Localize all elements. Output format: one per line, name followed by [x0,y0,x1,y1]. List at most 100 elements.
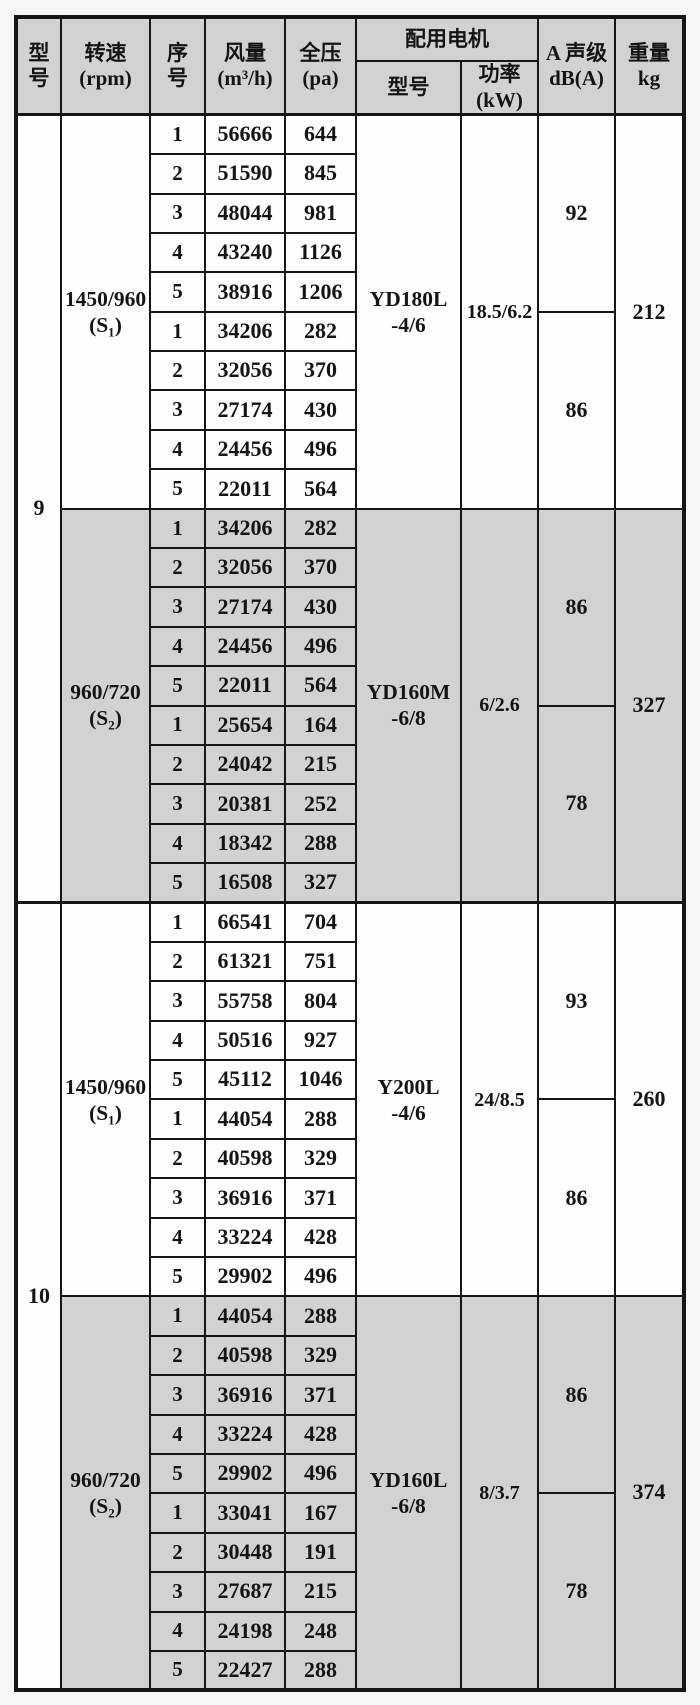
cell-pressure: 1206 [284,271,357,313]
cell-airflow: 24456 [204,428,286,471]
header-pressure: 全压 (pa) [284,16,357,116]
cell-serial: 3 [149,1571,206,1613]
table-row: 5 29902 496 [16,1452,684,1495]
table-row: 3 20381 252 [16,783,684,825]
table-row: 960/720 (S₂) 1 34206 282 YD160M -6/8 6/2.6 86 3… [16,507,685,904]
fan-spec-table: 型 号 转速 (rpm) 序 号 风量 (m³/h) 全压 (pa) 配用电机 … [14,15,686,1693]
cell-airflow: 24198 [204,1610,286,1652]
cell-airflow: 24042 [204,743,286,786]
cell-pressure: 288 [284,822,357,865]
cell-airflow: 40598 [204,1137,286,1180]
table-row: 2 61321 751 [16,940,684,983]
cell-pressure: 327 [284,862,357,904]
header-weight: 重量 kg [614,16,685,116]
cell-airflow: 45112 [204,1059,286,1101]
cell-motor-model: YD160M -6/8 [355,507,462,904]
cell-serial: 1 [149,1492,206,1534]
cell-airflow: 36916 [204,1374,286,1416]
cell-airflow: 22011 [204,665,286,707]
cell-airflow: 34206 [204,310,286,353]
table-row: 2 51590 845 [16,153,684,195]
table-row: 5 16508 327 [16,862,684,904]
header-noise: A 声级 dB(A) [537,16,616,116]
cell-motor-model: YD160L -6/8 [355,1295,462,1692]
cell-pressure: 371 [284,1177,357,1219]
cell-airflow: 29902 [204,1452,286,1495]
cell-motor-model: YD180L -4/6 [355,113,462,510]
cell-pressure: 981 [284,192,357,234]
table-row: 3 27174 430 [16,389,684,431]
cell-speed: 1450/960 (S₁) [60,901,151,1298]
table-row: 5 22011 564 [16,468,684,510]
table-row: 9 1450/960 (S₁) 1 56666 644 YD180L -4/6 18.5/6… [15,113,685,904]
cell-pressure: 215 [284,743,357,786]
cell-airflow: 51590 [204,153,286,195]
cell-noise-upper: 86 [537,1295,616,1495]
cell-noise-upper: 86 [537,507,616,707]
cell-pressure: 191 [284,1531,357,1574]
header-airflow: 风量 (m³/h) [204,16,286,116]
cell-pressure: 428 [284,1413,357,1456]
cell-serial: 4 [149,1610,206,1652]
cell-serial: 2 [149,547,206,589]
cell-serial: 4 [149,231,206,274]
table-row: 4 43240 1126 [16,231,684,274]
header-speed: 转速 (rpm) [60,16,151,116]
cell-serial: 4 [149,428,206,471]
cell-airflow: 16508 [204,862,286,904]
cell-serial: 3 [149,389,206,431]
header-motor-group: 配用电机 [355,16,539,62]
cell-pressure: 496 [284,625,357,668]
cell-pressure: 704 [284,901,357,943]
table-row: 3 36916 371 [16,1374,684,1416]
table-row: 960/720 (S₂) 1 44054 288 YD160L -6/8 8/3.7 86 3… [16,1295,685,1692]
table-row: 5 38916 1206 [16,271,684,313]
table-row: 3 27174 430 [16,586,684,628]
cell-serial: 3 [149,1177,206,1219]
cell-airflow: 33224 [204,1216,286,1259]
cell-weight: 327 [614,507,685,904]
cell-serial: 5 [149,271,206,313]
table-row: 4 24456 496 [16,625,684,668]
cell-pressure: 496 [284,1452,357,1495]
cell-noise-lower: 86 [537,1098,616,1298]
cell-pressure: 329 [284,1137,357,1180]
table-row: 4 24456 496 [16,428,684,471]
table-row: 5 45112 1046 [16,1059,684,1101]
cell-pressure: 329 [284,1334,357,1377]
cell-airflow: 33041 [204,1492,286,1534]
table-row: 4 50516 927 [16,1019,684,1062]
cell-serial: 3 [149,980,206,1022]
cell-power: 18.5/6.2 [460,113,539,510]
cell-weight: 374 [614,1295,685,1692]
cell-serial: 3 [149,586,206,628]
cell-serial: 4 [149,822,206,865]
table-row: 2 40598 329 [16,1334,684,1377]
table-row: 1 34206 282 86 [16,310,684,510]
cell-serial: 1 [149,113,206,156]
cell-airflow: 44054 [204,1295,286,1337]
cell-serial: 4 [149,625,206,668]
cell-serial: 1 [149,1098,206,1140]
cell-airflow: 22011 [204,468,286,510]
cell-pressure: 1126 [284,231,357,274]
cell-serial: 5 [149,1452,206,1495]
cell-serial: 3 [149,783,206,825]
table-row: 4 24198 248 [16,1610,684,1652]
cell-pressure: 927 [284,1019,357,1062]
cell-pressure: 564 [284,665,357,707]
cell-airflow: 32056 [204,547,286,589]
cell-serial: 2 [149,1531,206,1574]
cell-serial: 3 [149,1374,206,1416]
cell-pressure: 1046 [284,1059,357,1101]
cell-weight: 212 [614,113,685,510]
table-row: 10 1450/960 (S₁) 1 66541 704 Y200L -4/6 24/8.5… [15,901,685,1692]
cell-pressure: 804 [284,980,357,1022]
cell-pressure: 164 [284,704,357,746]
cell-pressure: 282 [284,310,357,353]
cell-pressure: 252 [284,783,357,825]
cell-serial: 4 [149,1413,206,1456]
cell-serial: 1 [149,1295,206,1337]
cell-pressure: 751 [284,940,357,983]
cell-pressure: 370 [284,547,357,589]
